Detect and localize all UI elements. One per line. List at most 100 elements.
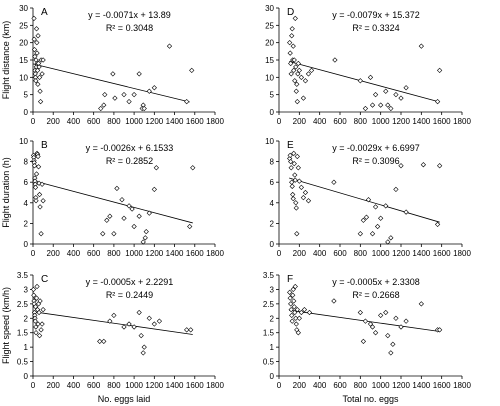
regression-equation: y = -0.0005x + 2.3308 — [332, 277, 420, 287]
x-tick-label: 1200 — [145, 117, 163, 126]
y-tick-label: 5 — [24, 91, 29, 100]
data-point — [393, 186, 399, 193]
data-point — [33, 171, 40, 177]
y-tick-label: 15 — [265, 56, 274, 65]
data-point — [367, 321, 374, 327]
data-point — [33, 198, 39, 204]
data-point — [388, 105, 394, 112]
data-point — [151, 85, 157, 91]
x-tick-label: 400 — [313, 381, 327, 390]
x-tick-label: 1000 — [125, 249, 143, 258]
x-tick-label: 1800 — [206, 381, 224, 390]
chart-panel-a: 0 200 400 600 800 1000 1200 1400 1600 1800 0 5 10 15 2… — [1, 4, 224, 126]
data-point — [38, 327, 44, 333]
trend-line — [32, 180, 193, 224]
data-point — [294, 153, 300, 160]
data-point — [292, 177, 298, 183]
r-squared-label: R² = 0.3048 — [106, 23, 153, 33]
data-point — [34, 67, 41, 74]
data-point — [146, 210, 152, 216]
data-point — [102, 92, 108, 98]
x-tick-label: 1600 — [433, 381, 451, 390]
data-point — [112, 95, 118, 101]
x-tick-label: 400 — [67, 249, 81, 258]
data-point — [188, 327, 194, 333]
data-point — [362, 105, 369, 112]
data-point — [119, 197, 125, 203]
x-tick-label: 1000 — [372, 249, 390, 258]
y-tick-label: 8 — [270, 158, 275, 167]
x-tick-label: 1000 — [372, 381, 390, 390]
data-point — [378, 312, 384, 319]
x-tick-label: 800 — [107, 117, 121, 126]
data-point — [294, 231, 300, 237]
x-tick-label: 1400 — [166, 249, 184, 258]
panel-letter-label: F — [287, 274, 293, 285]
data-point — [292, 172, 298, 178]
data-point — [34, 40, 40, 46]
data-point — [360, 338, 367, 344]
data-point — [287, 40, 293, 46]
data-point — [372, 204, 379, 210]
data-point — [36, 74, 43, 80]
y-tick-label: 0 — [24, 240, 29, 249]
data-point — [393, 92, 399, 98]
data-point — [383, 309, 389, 316]
chart-panel-b: 0 200 400 600 800 1000 1200 1400 1600 1800 0 2 4 6 8 10… — [1, 137, 224, 258]
data-point — [141, 344, 147, 350]
data-point — [292, 283, 298, 290]
data-point — [40, 198, 46, 204]
y-tick-label: 0 — [270, 372, 275, 381]
regression-equation: y = -0.0026x + 6.1533 — [86, 143, 174, 153]
y-tick-label: 0.5 — [263, 358, 275, 367]
data-point — [403, 85, 409, 91]
data-point — [293, 64, 299, 70]
data-point — [393, 315, 399, 321]
data-point — [298, 74, 304, 80]
data-point — [110, 71, 116, 77]
data-point — [369, 231, 376, 237]
data-point — [40, 57, 46, 63]
data-point — [35, 321, 41, 327]
x-tick-label: 400 — [67, 117, 81, 126]
data-point — [32, 184, 39, 190]
data-point — [437, 327, 443, 333]
data-point — [378, 215, 384, 221]
data-point — [293, 200, 299, 206]
y-tick-label: 30 — [19, 4, 28, 13]
data-point — [36, 332, 43, 339]
data-point — [290, 43, 296, 49]
data-point — [136, 213, 142, 219]
data-point — [403, 318, 409, 324]
data-point — [301, 307, 308, 313]
data-point — [37, 298, 43, 304]
data-point — [142, 235, 148, 241]
x-tick-label: 200 — [293, 381, 307, 390]
data-point — [36, 309, 42, 316]
data-point — [300, 95, 307, 101]
data-point — [166, 43, 173, 49]
data-point — [107, 318, 113, 324]
x-tick-label: 1800 — [206, 117, 224, 126]
data-point — [293, 315, 299, 321]
y-tick-label: 4 — [270, 199, 275, 208]
data-point — [385, 239, 391, 245]
y-axis-title: Flight duration (h) — [1, 157, 11, 228]
data-point — [33, 295, 40, 301]
data-point — [146, 315, 152, 321]
data-point — [372, 92, 379, 98]
x-tick-label: 800 — [107, 249, 121, 258]
data-point — [289, 312, 295, 319]
data-point — [131, 223, 137, 230]
x-tick-label: 1400 — [412, 381, 430, 390]
data-point — [292, 15, 298, 22]
regression-equation: y = -0.0079x + 15.372 — [332, 10, 420, 20]
y-tick-label: 3 — [24, 285, 29, 294]
chart-panel-f: 0 200 400 600 800 1000 1200 1400 1600 1800 0 0.5 1 1.… — [263, 271, 472, 404]
data-point — [129, 206, 135, 212]
x-tick-label: 400 — [67, 381, 81, 390]
y-tick-label: 4 — [24, 199, 29, 208]
x-tick-label: 1200 — [392, 117, 410, 126]
data-point — [288, 71, 294, 77]
